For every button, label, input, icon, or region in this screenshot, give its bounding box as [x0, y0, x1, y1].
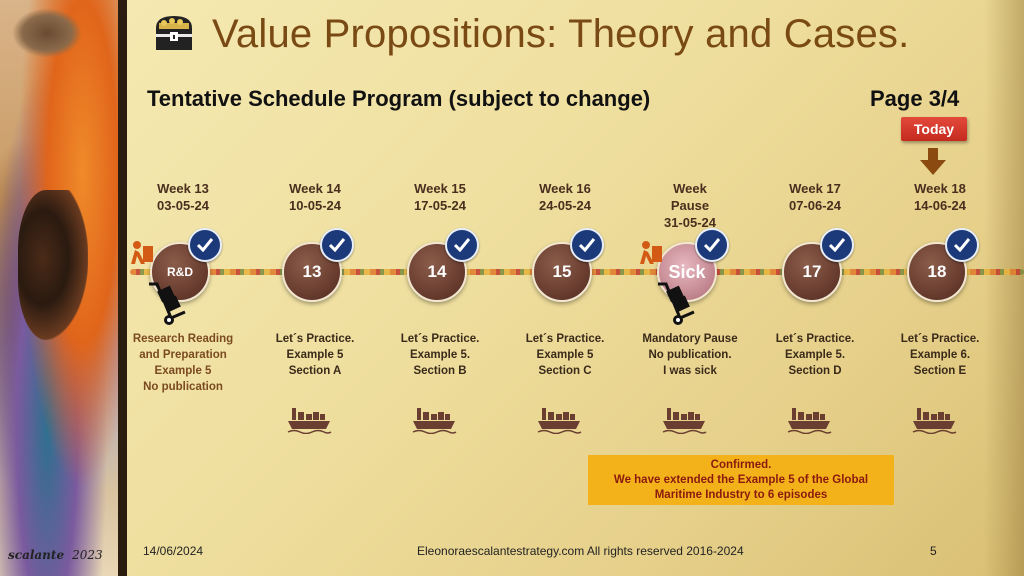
week-heading: Week 16 24-05-24 [538, 181, 592, 213]
edge-shade [984, 0, 1024, 576]
treasure-chest-icon [156, 16, 192, 50]
week-description: Let´s Practice. Example 6. Section E [900, 333, 980, 377]
cargo-ship-icon [287, 408, 332, 434]
week-column: Week 15 17-05-24 14 Let´s Practice. Example … [380, 0, 500, 576]
week-column: Week 14 10-05-24 13 Let´s Practice. Example … [255, 0, 375, 576]
week-description: Let´s Practice. Example 5. Section B [400, 333, 480, 377]
artist-signature: scalante 2023 [8, 548, 103, 562]
bird-illustration [12, 8, 82, 58]
checkmark-icon [570, 228, 604, 262]
confirmation-note: Confirmed. We have extended the Example … [588, 455, 894, 505]
week-heading: Week 15 17-05-24 [413, 181, 467, 213]
week-column: Week Pause 31-05-24 Sick Mandatory Pause No p… [630, 0, 750, 576]
week-column: Week 17 07-06-24 17 Let´s Practice. Example … [755, 0, 875, 576]
cargo-ship-icon [662, 408, 707, 434]
worker-icon [131, 241, 153, 264]
week-description: Let´s Practice. Example 5 Section C [525, 333, 605, 377]
checkmark-icon [188, 228, 222, 262]
week-description: Let´s Practice. Example 5 Section A [275, 333, 355, 377]
schedule-subtitle: Tentative Schedule Program (subject to c… [147, 86, 651, 111]
cargo-ship-icon [787, 408, 832, 434]
page-title: Value Propositions: Theory and Cases. [212, 11, 910, 56]
checkmark-icon [945, 228, 979, 262]
slide-number: 5 [930, 544, 937, 558]
week-column: Week 13 03-05-24 R&D Research Reading and Pr… [123, 0, 243, 576]
cargo-ship-icon [537, 408, 582, 434]
worker-icon [640, 241, 662, 264]
cargo-ship-icon [912, 408, 957, 434]
week-column: Week 18 14-06-24 18 Let´s Practice. Example … [880, 0, 1000, 576]
down-arrow-icon [920, 148, 946, 175]
week-node: 14 [407, 242, 467, 302]
hand-truck-icon [149, 282, 186, 325]
decorative-painting [0, 0, 118, 576]
checkmark-icon [695, 228, 729, 262]
divider-bar [118, 0, 127, 576]
footer-date: 14/06/2024 [143, 544, 204, 558]
week-heading: Week 17 07-06-24 [788, 181, 842, 213]
week-heading: Week 13 03-05-24 [156, 181, 210, 213]
week-heading: Week Pause 31-05-24 [663, 181, 717, 230]
footer-copyright: Eleonoraescalantestrategy.com All rights… [417, 544, 744, 558]
week-description: Let´s Practice. Example 5. Section D [775, 333, 855, 377]
today-badge: Today [901, 117, 967, 141]
checkmark-icon [445, 228, 479, 262]
page-indicator: Page 3/4 [870, 86, 960, 111]
vase-illustration [18, 190, 88, 340]
title-row: Value Propositions: Theory and Cases. [150, 10, 909, 58]
week-heading: Week 18 14-06-24 [913, 181, 967, 213]
cargo-ship-icon [412, 408, 457, 434]
week-node: 17 [782, 242, 842, 302]
week-column: Week 16 24-05-24 15 Let´s Practice. Example … [505, 0, 625, 576]
hand-truck-icon [658, 282, 695, 325]
week-heading: Week 14 10-05-24 [288, 181, 342, 213]
checkmark-icon [820, 228, 854, 262]
week-node: 15 [532, 242, 592, 302]
week-description: Research Reading and Preparation Example 5… [132, 333, 234, 393]
checkmark-icon [320, 228, 354, 262]
week-description: Mandatory Pause No publication. I was sick [642, 333, 738, 377]
